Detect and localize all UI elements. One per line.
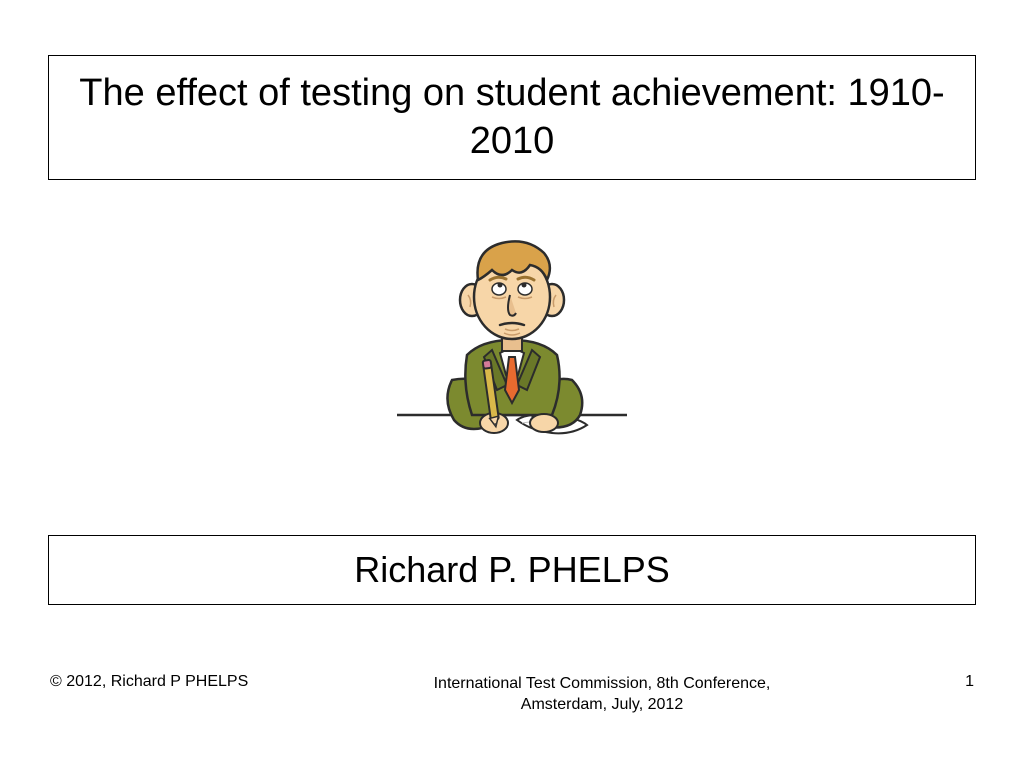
footer-copyright: © 2012, Richard P PHELPS <box>50 673 330 691</box>
student-writing-illustration <box>392 225 632 455</box>
footer-page-number: 1 <box>874 673 974 691</box>
footer-venue: International Test Commission, 8th Confe… <box>330 673 874 716</box>
title-box: The effect of testing on student achieve… <box>48 55 976 180</box>
slide-title: The effect of testing on student achieve… <box>69 70 955 165</box>
slide-footer: © 2012, Richard P PHELPS International T… <box>50 673 974 716</box>
footer-venue-line1: International Test Commission, 8th Confe… <box>434 675 771 692</box>
footer-venue-line2: Amsterdam, July, 2012 <box>521 696 683 713</box>
author-name: Richard P. PHELPS <box>354 549 670 591</box>
author-box: Richard P. PHELPS <box>48 535 976 605</box>
